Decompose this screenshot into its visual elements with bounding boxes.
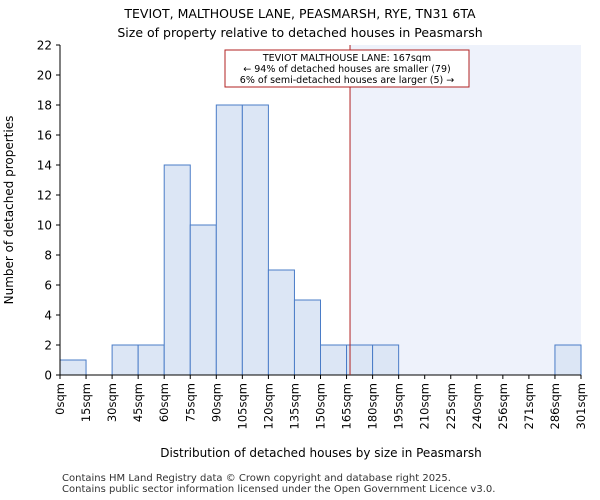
x-tick-label: 165sqm bbox=[340, 383, 354, 429]
y-tick-label: 8 bbox=[44, 249, 52, 263]
x-tick-label: 240sqm bbox=[470, 383, 484, 429]
y-tick-label: 20 bbox=[37, 69, 52, 83]
x-tick-label: 256sqm bbox=[496, 383, 510, 429]
annotation-line: TEVIOT MALTHOUSE LANE: 167sqm bbox=[262, 53, 431, 64]
x-tick-label: 135sqm bbox=[287, 383, 301, 429]
bar bbox=[241, 104, 269, 376]
x-tick-label: 15sqm bbox=[79, 383, 93, 422]
bar bbox=[137, 344, 165, 376]
chart-title: TEVIOT, MALTHOUSE LANE, PEASMARSH, RYE, … bbox=[124, 6, 476, 21]
bar bbox=[267, 269, 295, 376]
x-tick-label: 45sqm bbox=[131, 383, 145, 422]
y-tick-label: 6 bbox=[44, 279, 52, 293]
x-tick-label: 180sqm bbox=[366, 383, 380, 429]
bar bbox=[189, 224, 217, 376]
y-tick-label: 2 bbox=[44, 339, 52, 353]
annotation-box bbox=[224, 49, 470, 88]
x-tick-label: 30sqm bbox=[105, 383, 119, 422]
y-tick-label: 14 bbox=[37, 159, 52, 173]
chart-subtitle: Size of property relative to detached ho… bbox=[117, 25, 483, 40]
y-tick-label: 16 bbox=[37, 129, 52, 143]
annotation-line: 6% of semi-detached houses are larger (5… bbox=[240, 75, 454, 86]
x-axis-title: Distribution of detached houses by size … bbox=[160, 446, 482, 460]
footer-copyright: Contains HM Land Registry data © Crown c… bbox=[62, 473, 451, 484]
bar bbox=[554, 344, 582, 376]
x-tick-label: 90sqm bbox=[209, 383, 223, 422]
footer-licence: Contains public sector information licen… bbox=[62, 484, 496, 495]
annotation-line: ← 94% of detached houses are smaller (79… bbox=[243, 64, 450, 75]
y-tick-label: 4 bbox=[44, 309, 52, 323]
x-tick-label: 150sqm bbox=[314, 383, 328, 429]
bar bbox=[346, 344, 374, 376]
x-tick-label: 0sqm bbox=[53, 383, 67, 415]
y-tick-label: 18 bbox=[37, 99, 52, 113]
bar bbox=[372, 344, 400, 376]
y-tick-label: 10 bbox=[37, 219, 52, 233]
x-tick-label: 301sqm bbox=[574, 383, 588, 429]
larger-region-shade bbox=[350, 45, 581, 375]
x-tick-label: 60sqm bbox=[157, 383, 171, 422]
x-tick-label: 210sqm bbox=[418, 383, 432, 429]
bar bbox=[293, 299, 322, 376]
bar bbox=[111, 344, 139, 376]
x-tick-label: 225sqm bbox=[444, 383, 458, 429]
y-tick-label: 0 bbox=[44, 369, 52, 383]
y-tick-label: 12 bbox=[37, 189, 52, 203]
y-tick-label: 22 bbox=[37, 39, 52, 53]
x-tick-label: 120sqm bbox=[261, 383, 275, 429]
y-axis-title: Number of detached properties bbox=[2, 116, 16, 305]
x-tick-label: 105sqm bbox=[235, 383, 249, 429]
x-tick-label: 75sqm bbox=[183, 383, 197, 422]
x-tick-label: 286sqm bbox=[548, 383, 562, 429]
bar bbox=[320, 344, 348, 376]
bar bbox=[59, 359, 87, 376]
bar bbox=[215, 104, 243, 376]
bar bbox=[163, 164, 191, 376]
x-tick-label: 271sqm bbox=[522, 383, 536, 429]
x-tick-label: 195sqm bbox=[392, 383, 406, 429]
